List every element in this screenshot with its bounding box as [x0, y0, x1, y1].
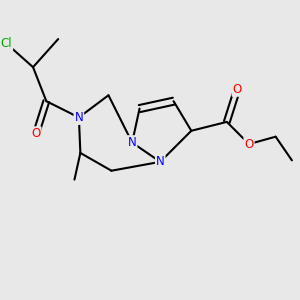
Text: O: O [244, 138, 253, 151]
Text: O: O [232, 83, 242, 96]
Text: Cl: Cl [1, 37, 12, 50]
Text: O: O [32, 127, 40, 140]
Text: N: N [156, 155, 165, 168]
Text: N: N [128, 136, 136, 149]
Text: N: N [74, 111, 83, 124]
